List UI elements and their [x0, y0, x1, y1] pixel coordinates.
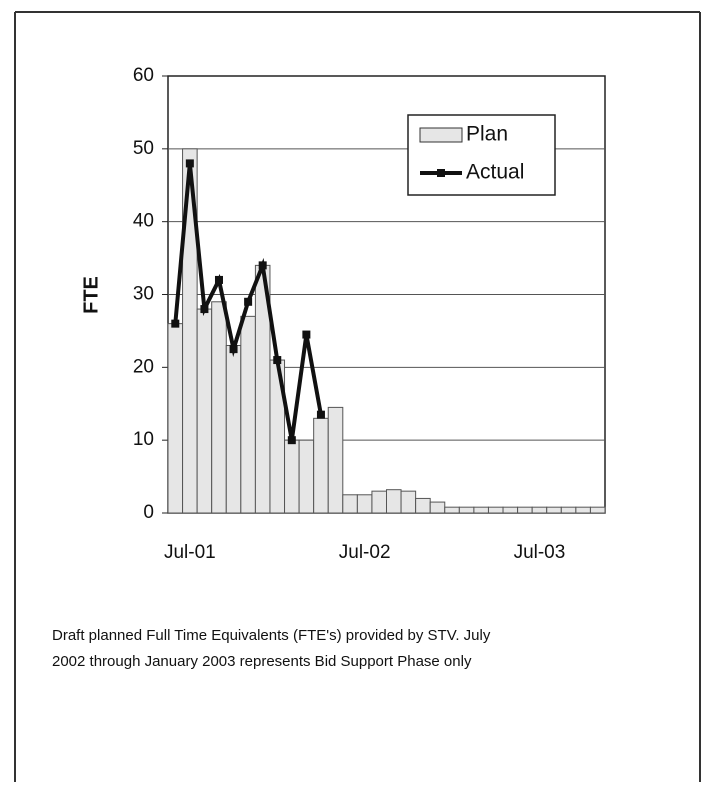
- caption: Draft planned Full Time Equivalents (FTE…: [52, 627, 491, 644]
- bar: [458, 506, 475, 514]
- marker: [171, 319, 180, 328]
- bar: [575, 506, 591, 514]
- marker: [302, 330, 311, 339]
- legend-swatch: [437, 169, 445, 177]
- bar: [473, 506, 489, 514]
- bar: [196, 308, 213, 514]
- y-tick-label: 40: [133, 211, 154, 232]
- x-tick-label: Jul-02: [339, 542, 391, 563]
- bar: [167, 323, 184, 514]
- marker: [273, 356, 282, 365]
- y-axis-label: FTE: [80, 276, 102, 314]
- y-tick-label: 10: [133, 429, 154, 450]
- legend-swatch: [419, 127, 463, 143]
- marker: [287, 436, 296, 445]
- y-tick-label: 20: [133, 356, 154, 377]
- marker: [214, 275, 223, 284]
- y-tick-label: 50: [133, 138, 154, 159]
- bar: [225, 344, 242, 514]
- bar: [502, 506, 519, 514]
- bar: [327, 406, 344, 514]
- bar: [531, 506, 548, 514]
- x-tick-label: Jul-01: [164, 542, 216, 563]
- marker: [244, 297, 253, 306]
- x-tick-label: Jul-03: [514, 542, 566, 563]
- caption: 2002 through January 2003 represents Bid…: [52, 653, 472, 670]
- bar: [429, 501, 446, 514]
- legend-label: Plan: [466, 123, 508, 146]
- bar: [487, 506, 504, 514]
- bar: [313, 417, 329, 514]
- bar: [240, 315, 256, 514]
- marker: [258, 261, 267, 270]
- bar: [517, 506, 533, 514]
- bar: [342, 494, 358, 514]
- y-tick-label: 30: [133, 284, 154, 305]
- bar: [284, 439, 300, 514]
- marker: [200, 305, 209, 314]
- bar: [356, 494, 373, 514]
- bar: [400, 490, 417, 514]
- legend-label: Actual: [466, 161, 524, 184]
- bar: [589, 506, 606, 514]
- y-tick-label: 60: [133, 65, 154, 86]
- bar: [415, 497, 431, 514]
- marker: [229, 345, 238, 354]
- marker: [316, 410, 325, 419]
- bar: [298, 439, 315, 514]
- y-tick-label: 0: [143, 502, 154, 523]
- bar: [444, 506, 460, 514]
- bar: [546, 506, 562, 514]
- bar: [211, 301, 227, 514]
- bar: [386, 489, 402, 514]
- bar: [560, 506, 577, 514]
- bar: [371, 490, 387, 514]
- marker: [185, 159, 194, 168]
